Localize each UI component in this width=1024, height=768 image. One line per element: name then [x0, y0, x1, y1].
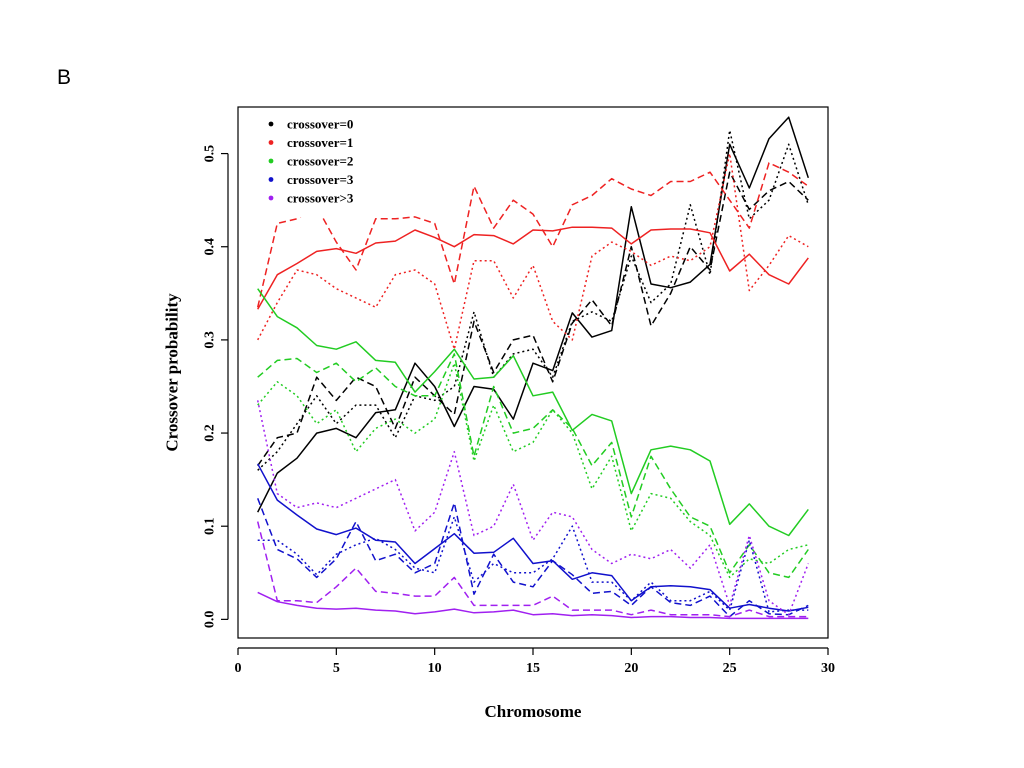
series-line-0-dotted [257, 129, 810, 471]
y-tick-label: 0.1 [203, 517, 218, 535]
x-tick-label: 0 [235, 661, 242, 676]
legend-marker [268, 177, 274, 182]
x-tick-label: 15 [526, 661, 540, 676]
legend-label: crossover>3 [287, 191, 354, 206]
x-tick-label: 30 [821, 661, 835, 676]
y-tick-label: 0.5 [203, 145, 218, 163]
y-tick-label: 0.4 [203, 238, 218, 256]
x-tick-label: 10 [428, 661, 442, 676]
series-line-3-dotted [257, 516, 809, 613]
y-tick-label: 0.3 [203, 331, 218, 349]
legend: crossover=0 crossover=1 crossover=2 crossov… [268, 117, 354, 206]
legend-label: crossover=2 [287, 154, 353, 169]
y-tick-label: 0.2 [203, 424, 218, 442]
series-line-2-dotted [257, 362, 809, 579]
series-line-2-dashed [257, 353, 809, 579]
axes-layer: 0 5 10 15 20 25 30 0.0 0.1 0.2 0.3 0.4 0.5 [203, 145, 836, 676]
legend-label: crossover=3 [287, 172, 354, 187]
series-line-3-dashed [256, 498, 809, 618]
legend-label: crossover=0 [287, 117, 353, 132]
series-line-4-dotted [256, 400, 810, 616]
y-axis-title: Crossover probability [163, 293, 182, 452]
series-line-2-solid [257, 288, 809, 537]
x-tick-label: 20 [624, 661, 638, 676]
legend-background [258, 105, 374, 217]
series-line-3-solid [257, 463, 809, 612]
series-line-4-solid [257, 591, 809, 620]
legend-marker [268, 121, 274, 127]
legend-marker [268, 158, 274, 164]
series-line-4-dashed [256, 521, 809, 618]
legend-label: crossover=1 [287, 135, 353, 150]
x-tick-label: 25 [723, 661, 737, 676]
x-tick-label: 5 [333, 661, 340, 676]
y-tick-label: 0.0 [203, 611, 218, 629]
x-axis-title: Chromosome [485, 702, 582, 721]
plot-frame [237, 106, 829, 639]
legend-marker [268, 195, 274, 201]
series-line-0-solid [257, 116, 810, 513]
series-line-1-dashed [256, 162, 809, 308]
panel-label: B [57, 66, 72, 89]
series-layer [256, 116, 810, 620]
legend-marker [268, 140, 274, 145]
series-line-0-dashed [257, 171, 809, 467]
series-line-1-solid [257, 226, 809, 310]
